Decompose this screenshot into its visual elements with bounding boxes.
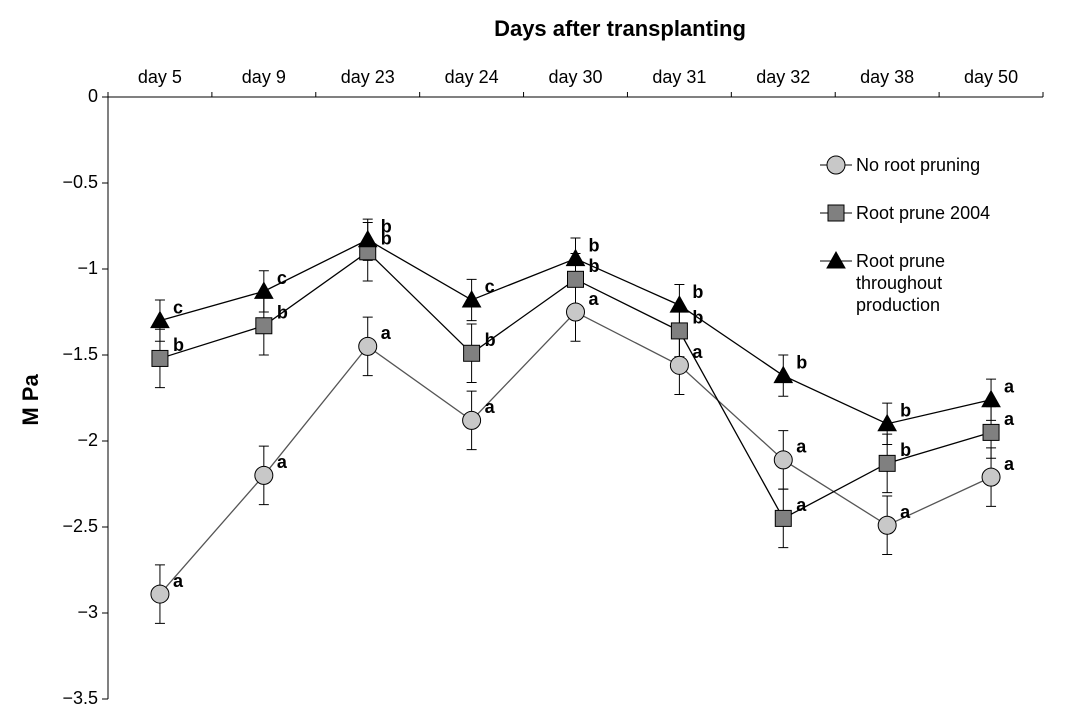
annotation: a [485,397,496,417]
x-tick-label: day 30 [548,67,602,87]
legend-marker [826,250,846,269]
annotation: a [692,342,703,362]
annotation: b [900,401,911,421]
annotation: a [277,452,288,472]
point [878,454,896,472]
y-axis-label: M Pa [18,374,43,426]
y-tick-label: −3 [77,602,98,622]
annotation: b [173,335,184,355]
legend-label: No root pruning [856,155,981,175]
annotation: a [589,289,600,309]
point [981,389,1001,408]
point [151,349,169,367]
annotation: a [1004,409,1015,429]
annotation: a [173,571,184,591]
legend-label: Root prune 2004 [856,203,991,223]
point [982,423,1000,441]
point [358,336,378,356]
x-tick-label: day 23 [341,67,395,87]
point [463,344,481,362]
point [669,355,689,375]
point [567,270,584,288]
chart-title: Days after transplanting [494,16,746,41]
annotation: b [277,303,288,323]
point [877,515,897,535]
x-tick-label: day 38 [860,67,914,87]
annotation: b [692,308,703,328]
y-tick-label: −3.5 [62,688,98,708]
annotation: b [589,256,600,276]
annotation: c [277,268,287,288]
point [566,302,585,322]
point [357,229,378,248]
annotation: b [900,440,911,460]
annotation: b [381,229,392,249]
annotation: c [485,277,495,297]
annotation: b [692,282,703,302]
x-tick-label: day 32 [756,67,810,87]
point [461,289,482,308]
point [254,465,274,485]
annotation: c [173,297,183,317]
point [253,281,274,299]
annotation: a [796,437,807,457]
point [981,467,1001,487]
annotation: a [796,495,807,515]
annotation: b [485,330,496,350]
point [462,410,482,430]
legend-label: Root prune throughout production [856,251,946,315]
x-tick-label: day 24 [445,67,499,87]
annotation: b [381,217,392,237]
x-tick-label: day 5 [138,67,182,87]
annotation: b [589,235,600,255]
legend-marker [827,204,845,222]
x-tick-label: day 9 [242,67,286,87]
point [670,322,688,340]
annotation: a [900,502,911,522]
y-tick-label: −0.5 [62,172,98,192]
x-tick-label: day 31 [652,67,706,87]
point [565,248,586,267]
point [877,413,898,432]
annotation: b [796,352,807,372]
y-tick-label: −1 [77,258,98,278]
y-tick-label: −1.5 [62,344,98,364]
annotation: a [381,323,392,343]
legend-marker [826,155,846,175]
annotation: a [1004,454,1015,474]
point [150,584,170,604]
y-tick-label: −2.5 [62,516,98,536]
point [150,310,170,329]
annotation: a [1004,376,1015,396]
point [255,317,273,335]
y-tick-label: 0 [88,86,98,106]
y-tick-label: −2 [77,430,98,450]
point [774,509,792,527]
point [773,365,794,384]
point [669,295,690,313]
x-tick-label: day 50 [964,67,1018,87]
point [773,450,793,470]
